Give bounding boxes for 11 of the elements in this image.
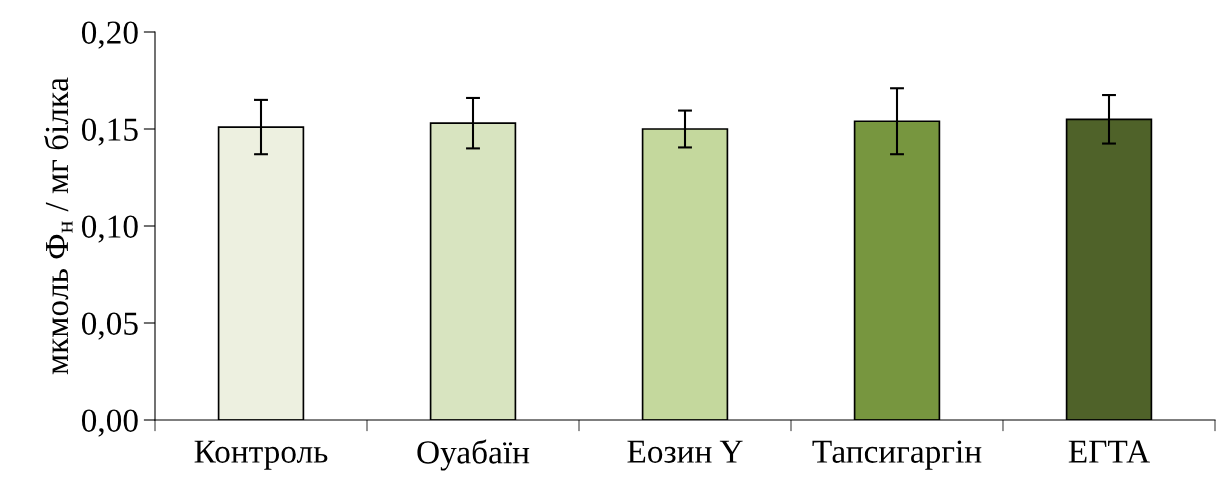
y-tick-label: 0,10 <box>81 215 138 243</box>
x-tick-label: Оуабаїн <box>417 439 530 471</box>
y-tick-label: 0,00 <box>81 409 138 437</box>
y-tick-label: 0,05 <box>81 312 138 340</box>
x-tick-label: Еозин Y <box>627 440 743 463</box>
x-tick-label: ЕГТА <box>1068 440 1150 463</box>
y-axis-title: мкмоль Ф$_{н}$ / мг білка <box>44 77 73 375</box>
x-tick-label: Контроль <box>194 440 328 470</box>
x-tick-label: Тапсигаргін <box>812 440 982 470</box>
y-tick-label: 0,20 <box>81 21 138 49</box>
y-tick-label: 0,15 <box>81 118 138 146</box>
